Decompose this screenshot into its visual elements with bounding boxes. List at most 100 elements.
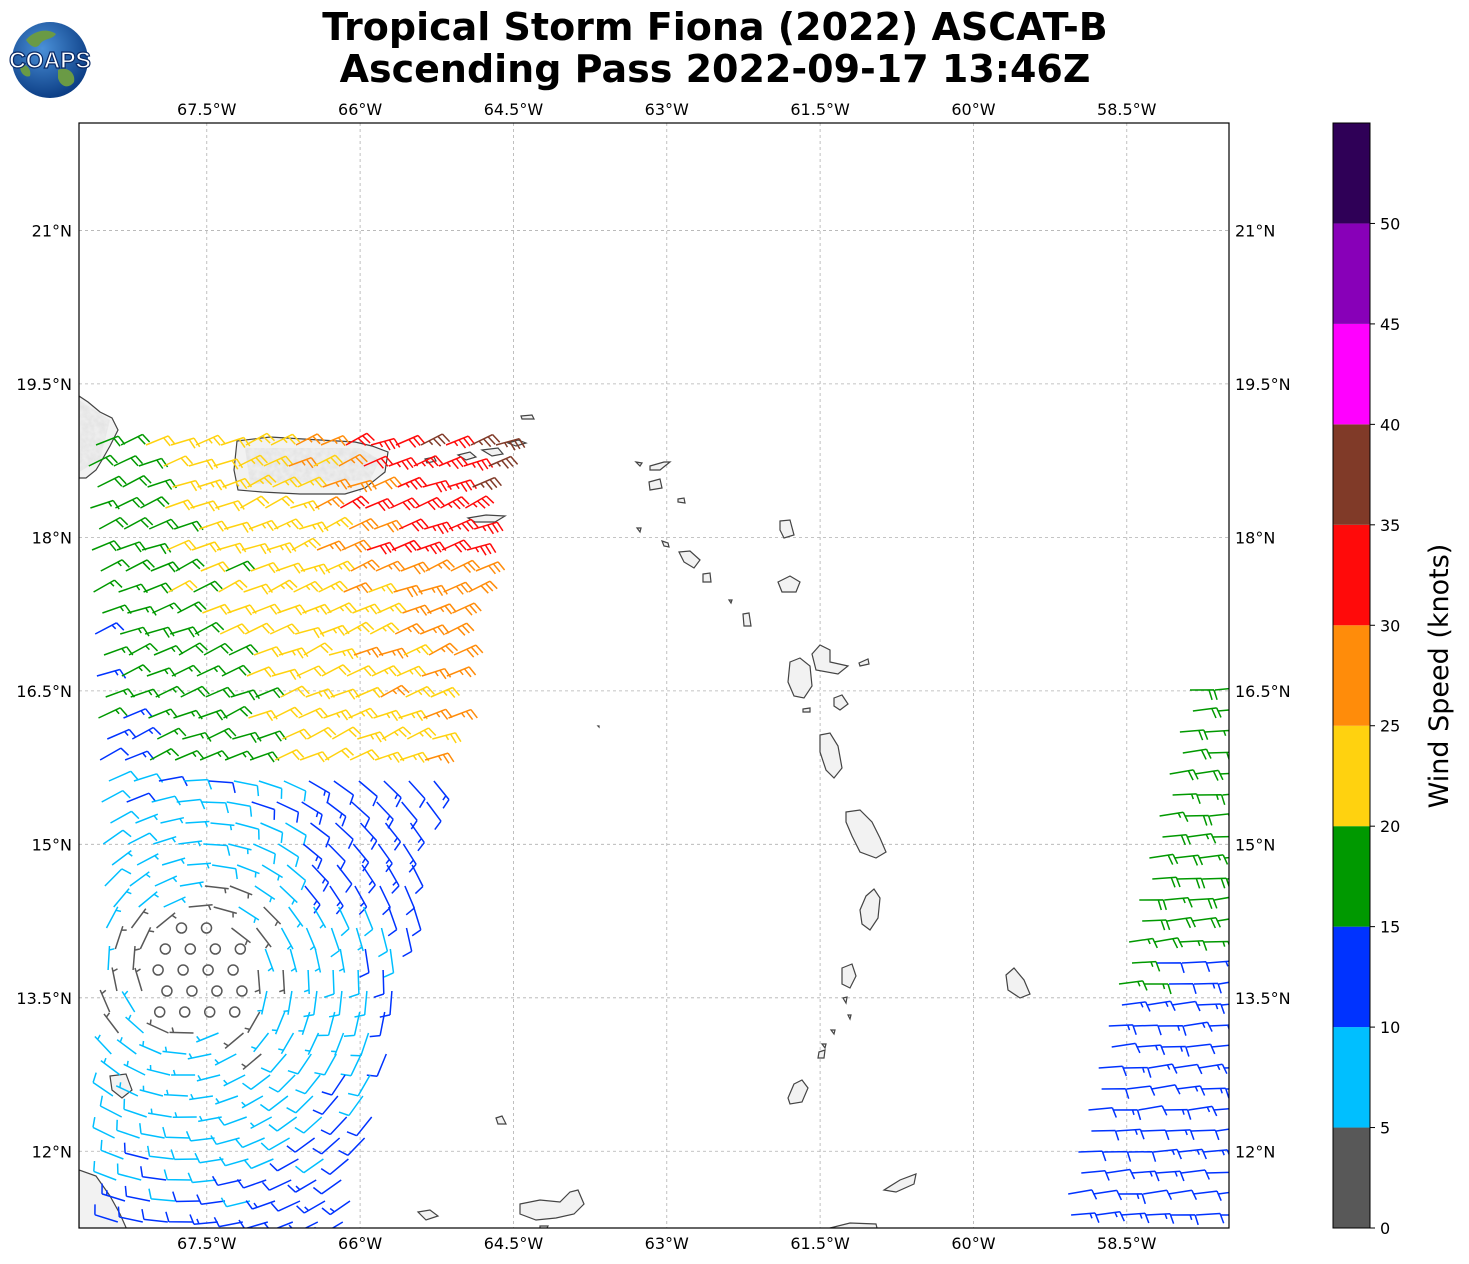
wind-barb bbox=[140, 496, 170, 509]
wind-barb bbox=[268, 1116, 298, 1132]
wind-barb bbox=[203, 843, 231, 856]
wind-barb bbox=[283, 780, 307, 802]
wind-barb bbox=[97, 475, 127, 488]
wind-barb bbox=[438, 456, 469, 470]
wind-barb bbox=[170, 437, 201, 449]
wind-barb bbox=[222, 477, 252, 490]
wind-barb bbox=[172, 479, 202, 492]
margarita bbox=[519, 1189, 585, 1221]
wind-barb bbox=[177, 601, 207, 614]
wind-barb bbox=[302, 603, 332, 615]
wind-barb bbox=[271, 1011, 286, 1035]
wind-barb bbox=[373, 969, 385, 999]
wind-barb bbox=[149, 748, 180, 761]
wind-barb bbox=[213, 906, 238, 918]
wind-barb bbox=[93, 1160, 117, 1181]
wind-barb bbox=[100, 559, 130, 572]
wind-barb bbox=[393, 584, 423, 598]
wind-barb bbox=[374, 751, 405, 763]
wind-barb bbox=[1198, 1063, 1228, 1075]
wind-barb bbox=[236, 864, 260, 878]
wind-barb bbox=[248, 709, 278, 722]
wind-barb bbox=[323, 709, 353, 721]
lon-tick-label-bottom: 67.5°W bbox=[177, 1234, 237, 1253]
wind-barb bbox=[384, 822, 402, 851]
wind-barb bbox=[196, 1032, 219, 1043]
wind-barb-calm bbox=[177, 964, 189, 976]
wind-barb bbox=[1214, 896, 1229, 901]
wind-barb bbox=[298, 707, 328, 719]
wind-barb bbox=[306, 726, 337, 740]
lon-tick-label-bottom: 66°W bbox=[338, 1234, 382, 1253]
wind-barb bbox=[146, 1019, 169, 1034]
wind-barb bbox=[1153, 1148, 1182, 1160]
montserrat-2 bbox=[742, 612, 752, 627]
anguilla bbox=[634, 461, 644, 467]
wind-barb bbox=[311, 864, 330, 892]
wind-barb bbox=[154, 875, 178, 887]
wind-barb bbox=[295, 1074, 321, 1095]
lon-tick-label-bottom: 64.5°W bbox=[484, 1234, 544, 1253]
wind-barb bbox=[1095, 1210, 1125, 1222]
wind-barb bbox=[396, 665, 427, 677]
wind-barb bbox=[1131, 1170, 1160, 1182]
lat-tick-label-left: 21°N bbox=[32, 221, 72, 240]
wind-barb bbox=[116, 1163, 142, 1181]
wind-barb bbox=[340, 495, 370, 509]
colorbar-tick-label: 0 bbox=[1380, 1219, 1390, 1238]
wind-barb bbox=[165, 1211, 193, 1223]
wind-barb bbox=[350, 559, 380, 572]
wind-barb bbox=[1227, 878, 1229, 880]
wind-barb bbox=[162, 1046, 187, 1055]
wind-barb bbox=[447, 479, 478, 493]
lon-tick-label-bottom: 63°W bbox=[645, 1234, 689, 1253]
wind-barb bbox=[160, 816, 185, 824]
redonda bbox=[727, 599, 733, 605]
wind-barb bbox=[116, 1119, 140, 1139]
lat-tick-label-right: 13.5°N bbox=[1235, 989, 1291, 1008]
wind-barb bbox=[260, 1137, 290, 1151]
wind-barb bbox=[1163, 1108, 1192, 1120]
wind-barb bbox=[379, 990, 393, 1018]
la-desirade bbox=[858, 658, 870, 667]
wind-barb bbox=[170, 1149, 199, 1161]
colorbar-segment bbox=[1333, 826, 1370, 927]
wind-barb bbox=[1171, 1000, 1201, 1012]
wind-barb bbox=[1168, 1189, 1198, 1201]
wind-barb bbox=[211, 864, 238, 880]
wind-barb bbox=[208, 780, 236, 794]
wind-barb bbox=[386, 864, 400, 894]
wind-barb bbox=[152, 602, 182, 614]
wind-barb bbox=[296, 665, 327, 677]
wind-barb bbox=[175, 558, 205, 572]
wind-barb bbox=[470, 433, 501, 448]
wind-barb bbox=[126, 792, 157, 803]
wind-barb bbox=[156, 912, 177, 929]
wind-barb bbox=[169, 1027, 194, 1034]
wind-barb bbox=[286, 864, 307, 891]
wind-barb bbox=[378, 647, 409, 659]
wind-barb bbox=[277, 843, 300, 868]
colorbar-tick-label: 10 bbox=[1380, 1018, 1400, 1037]
wind-barb bbox=[117, 1206, 143, 1223]
wind-barb bbox=[303, 969, 310, 995]
wind-barb bbox=[453, 644, 484, 658]
wind-barb bbox=[359, 822, 378, 850]
wind-barb bbox=[226, 801, 253, 817]
wind-barb bbox=[176, 798, 206, 810]
wind-barb bbox=[1213, 1107, 1229, 1111]
wind-barb bbox=[169, 626, 200, 638]
wind-barb bbox=[1121, 1212, 1150, 1224]
wind-barb bbox=[1128, 1150, 1157, 1162]
colorbar-segment bbox=[1333, 1027, 1370, 1128]
wind-barb bbox=[398, 518, 429, 532]
wind-barb bbox=[1193, 1190, 1222, 1202]
wind-barb bbox=[473, 521, 504, 535]
colorbar-segment bbox=[1333, 123, 1370, 224]
wind-barb bbox=[269, 1158, 299, 1172]
wind-barb bbox=[123, 1098, 147, 1118]
wind-barb bbox=[200, 561, 231, 573]
wind-barb bbox=[1222, 793, 1229, 796]
wind-barb bbox=[201, 801, 230, 814]
wind-barb bbox=[271, 668, 302, 681]
